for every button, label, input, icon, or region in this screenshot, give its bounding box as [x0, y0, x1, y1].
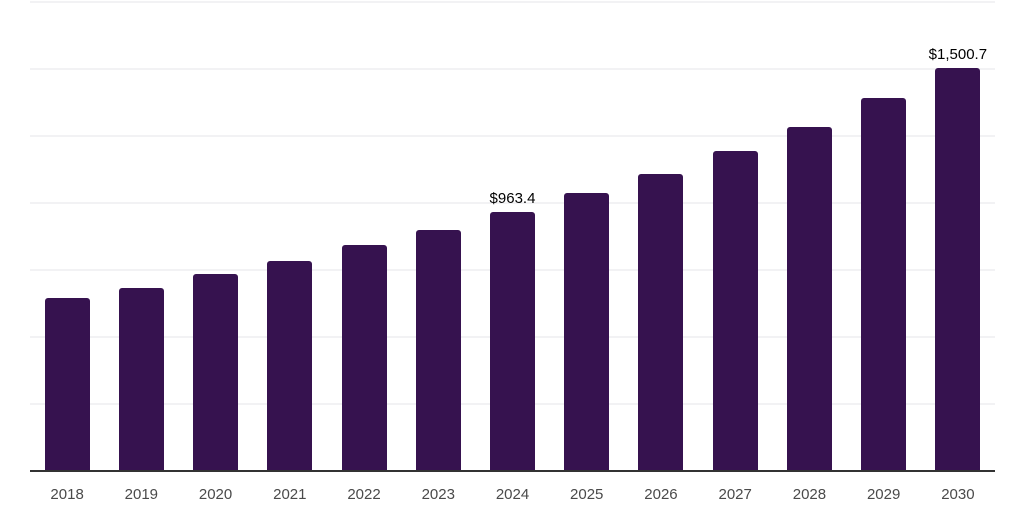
plot-area: $963.4 $1,500.7	[30, 0, 995, 470]
x-tick-2020: 2020	[198, 486, 233, 503]
x-tick-2018: 2018	[50, 486, 84, 503]
bar-2022	[341, 245, 387, 470]
data-label-2030: $1,500.7	[928, 45, 988, 63]
gridline-1500	[30, 68, 995, 70]
x-tick-2022: 2022	[347, 486, 381, 503]
bar-2020	[193, 274, 239, 470]
x-axis-line	[30, 470, 995, 472]
x-tick-2024: 2024	[495, 486, 530, 503]
x-tick-2028: 2028	[792, 486, 827, 503]
x-tick-2030: 2030	[941, 486, 975, 503]
x-tick-2025: 2025	[570, 486, 604, 503]
bar-2018	[44, 298, 90, 470]
x-tick-2026: 2026	[644, 486, 678, 503]
x-tick-2029: 2029	[866, 486, 901, 503]
bar-2024	[490, 211, 535, 470]
gridline-1750	[30, 1, 995, 3]
data-label-2024: $963.4	[489, 189, 536, 207]
bar-2025	[564, 193, 610, 470]
x-tick-2021: 2021	[273, 486, 307, 503]
bar-2026	[638, 173, 684, 470]
bar-2023	[415, 229, 461, 470]
bar-2021	[267, 260, 313, 470]
bar-2027	[712, 150, 758, 470]
gridline-1000	[30, 202, 995, 204]
x-tick-2023: 2023	[421, 486, 455, 503]
bar-2019	[118, 287, 164, 470]
x-tick-2027: 2027	[718, 486, 752, 503]
bar-2028	[786, 126, 832, 470]
gridline-1250	[30, 135, 995, 137]
bar-2030	[935, 67, 981, 470]
bar-2029	[861, 98, 907, 470]
x-tick-2019: 2019	[124, 486, 159, 503]
